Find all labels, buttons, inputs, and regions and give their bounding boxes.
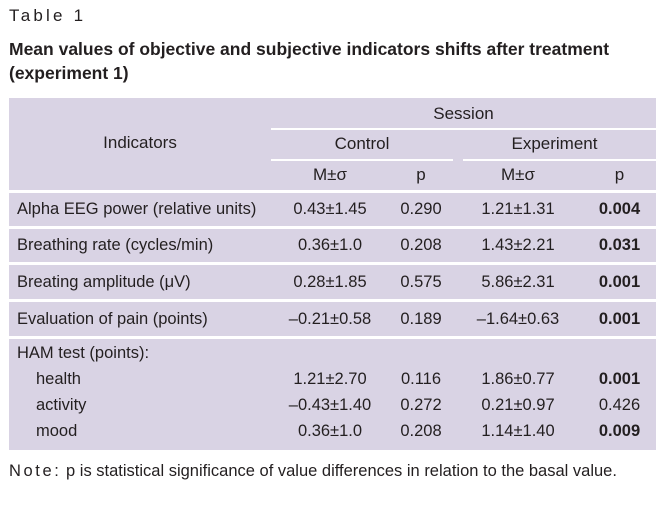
row-indicator: Breathing rate (cycles/min) [17,236,214,254]
row-control-p: 0.290 [400,200,442,218]
row-control-mean: 0.28±1.85 [293,273,367,291]
ham-row-control-mean: 0.36±1.0 [297,422,363,440]
experiment-rule [463,159,656,161]
row-experiment-p: 0.001 [598,310,641,328]
header-control: Control [334,134,390,153]
ham-row-control-mean: 1.21±2.70 [293,370,367,388]
data-table: Indicators Session Control Experiment M±… [9,98,656,450]
row-indicator: Breating amplitude (μV) [17,273,191,291]
ham-row-experiment-p: 0.001 [598,370,641,388]
row-experiment-mean: 5.86±2.31 [481,273,555,291]
table-label: Table 1 [9,6,87,25]
row-control-p: 0.208 [400,236,442,254]
ham-row-control-p: 0.272 [400,396,442,414]
ham-row-indicator: mood [36,422,78,440]
note-label: Note: [9,462,62,480]
header-separator [9,190,656,193]
ham-group-label: HAM test (points): [17,344,150,362]
row-control-mean: –0.21±0.58 [288,310,372,328]
control-rule [271,159,453,161]
row-separator [9,336,656,339]
ham-row-indicator: health [36,370,81,388]
ham-row-experiment-p: 0.009 [598,422,641,440]
header-indicators: Indicators [103,133,177,152]
row-separator [9,226,656,229]
row-experiment-p: 0.004 [598,200,641,218]
ham-row-indicator: activity [36,396,87,414]
row-experiment-p: 0.001 [598,273,641,291]
header-session: Session [433,104,494,123]
row-indicator: Alpha EEG power (relative units) [17,200,257,218]
row-experiment-p: 0.031 [598,236,641,254]
header-experiment-mean: M±σ [501,165,535,184]
table-title: Mean values of objective and subjective … [9,39,610,83]
row-control-p: 0.575 [400,273,442,291]
header-experiment: Experiment [511,134,598,153]
row-experiment-mean: 1.21±1.31 [481,200,555,218]
ham-row-experiment-mean: 0.21±0.97 [481,396,555,414]
header-experiment-p: p [614,165,625,184]
ham-row-control-p: 0.116 [400,370,442,388]
table-note: Note: p is statistical significance of v… [9,458,659,484]
header-control-mean: M±σ [313,165,347,184]
row-control-mean: 0.36±1.0 [297,236,363,254]
row-control-mean: 0.43±1.45 [293,200,367,218]
row-indicator: Evaluation of pain (points) [17,310,208,328]
ham-row-experiment-mean: 1.14±1.40 [481,422,555,440]
row-separator [9,299,656,302]
row-separator [9,262,656,265]
row-experiment-mean: –1.64±0.63 [476,310,560,328]
ham-row-experiment-p: 0.426 [598,396,641,414]
note-text: p is statistical significance of value d… [61,462,617,480]
ham-row-control-mean: –0.43±1.40 [288,396,372,414]
row-control-p: 0.189 [400,310,442,328]
ham-row-experiment-mean: 1.86±0.77 [481,370,555,388]
ham-row-control-p: 0.208 [400,422,442,440]
row-experiment-mean: 1.43±2.21 [481,236,555,254]
session-rule [271,128,656,130]
header-control-p: p [416,165,426,184]
